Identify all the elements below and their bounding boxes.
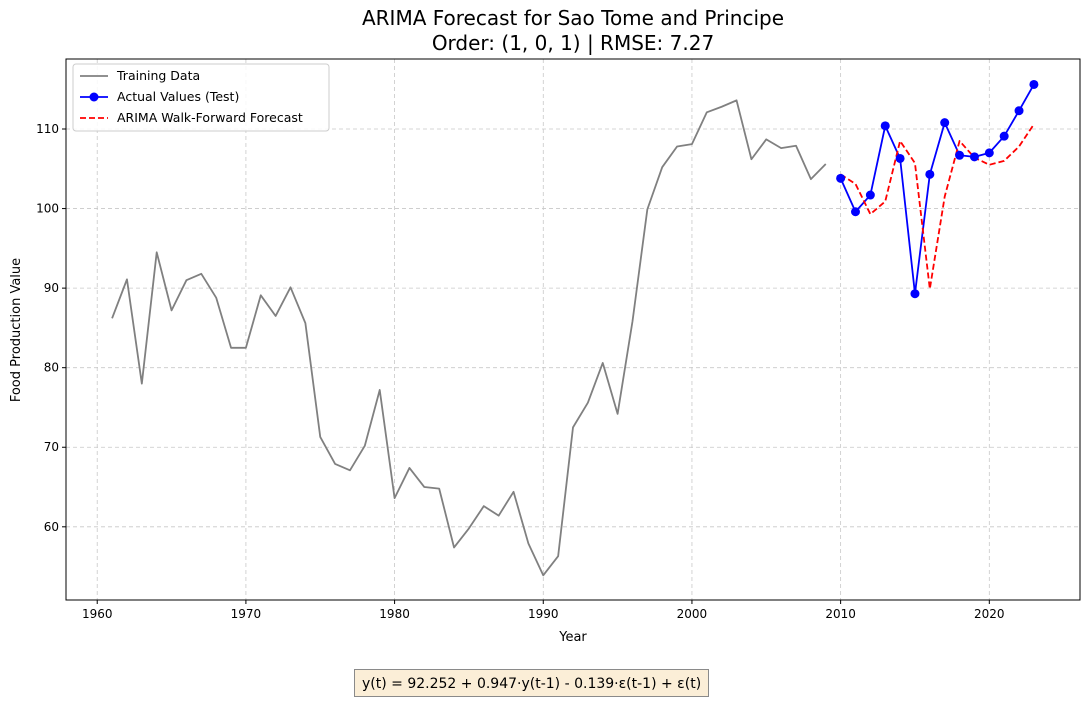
- x-tick-label: 1960: [82, 607, 113, 621]
- actual-value-point: [895, 153, 905, 163]
- legend-label-forecast: ARIMA Walk-Forward Forecast: [117, 110, 303, 125]
- actual-value-point: [925, 169, 935, 179]
- x-tick-label: 1990: [528, 607, 559, 621]
- actual-value-point: [1029, 79, 1039, 89]
- actual-value-point: [850, 207, 860, 217]
- actual-value-point: [865, 190, 875, 200]
- legend-label-actual: Actual Values (Test): [117, 89, 239, 104]
- legend-box: [72, 63, 330, 132]
- x-tick-label: 2000: [677, 607, 708, 621]
- y-tick-label: 110: [36, 122, 59, 136]
- chart-title: ARIMA Forecast for Sao Tome and Principe: [362, 6, 784, 30]
- x-tick-label: 1980: [379, 607, 410, 621]
- y-tick-label: 100: [36, 202, 59, 216]
- y-ticks: 60 70 80 90 100 110: [36, 122, 66, 534]
- actual-value-point: [984, 148, 994, 158]
- actual-value-point: [880, 121, 890, 131]
- y-tick-label: 90: [44, 281, 59, 295]
- chart-subtitle: Order: (1, 0, 1) | RMSE: 7.27: [432, 31, 714, 55]
- chart: ARIMA Forecast for Sao Tome and Principe…: [9, 6, 1081, 645]
- x-tick-label: 2020: [974, 607, 1005, 621]
- actual-value-point: [836, 173, 846, 183]
- forecast-line: [840, 123, 1035, 290]
- legend: Training Data Actual Values (Test) ARIMA…: [72, 63, 330, 132]
- legend-marker-actual: [89, 92, 99, 102]
- actual-value-point: [999, 131, 1009, 141]
- x-tick-label: 2010: [825, 607, 856, 621]
- x-ticks: 1960 1970 1980 1990 2000 2010 2020: [82, 600, 1005, 621]
- y-tick-label: 70: [44, 440, 59, 454]
- actual-value-point: [955, 150, 965, 160]
- x-tick-label: 1970: [231, 607, 262, 621]
- actual-value-point: [910, 289, 920, 299]
- actual-value-point: [969, 152, 979, 162]
- plot-markers: [836, 79, 1039, 299]
- y-tick-label: 60: [44, 520, 59, 534]
- actual-value-point: [1014, 106, 1024, 116]
- training-data-line: [111, 99, 827, 577]
- legend-label-training: Training Data: [116, 68, 200, 83]
- y-tick-label: 80: [44, 361, 59, 375]
- actual-value-point: [940, 118, 950, 128]
- formula-box: y(t) = 92.252 + 0.947·y(t-1) - 0.139·ε(t…: [354, 669, 710, 697]
- y-axis-label: Food Production Value: [9, 258, 24, 402]
- plot-frame: [65, 58, 1081, 601]
- x-axis-label: Year: [558, 630, 587, 645]
